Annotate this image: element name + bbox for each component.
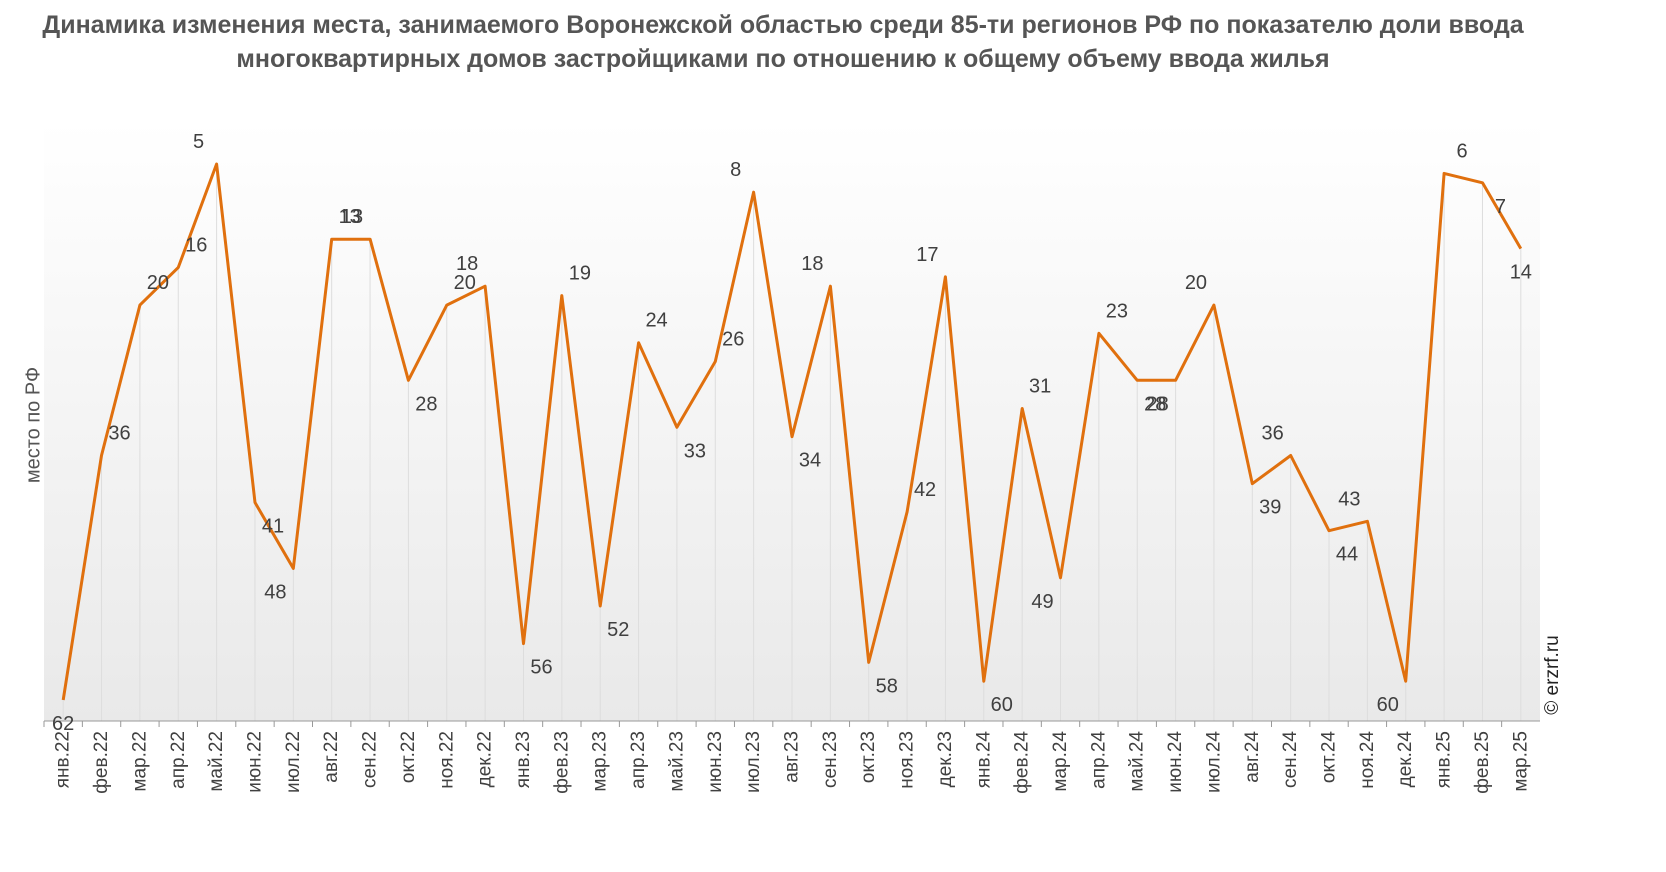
y-axis-label: место по РФ xyxy=(22,366,45,484)
x-tick-label: сен.23 xyxy=(820,731,841,788)
data-labels: 6236201654148131328201856195224332683418… xyxy=(52,131,1532,735)
x-tick-label: сен.24 xyxy=(1280,731,1301,788)
x-tick-label: мар.22 xyxy=(129,731,150,792)
x-tick-label: май.23 xyxy=(666,731,687,792)
data-label: 62 xyxy=(52,713,74,735)
data-label: 41 xyxy=(262,516,284,538)
data-label: 52 xyxy=(607,619,629,641)
x-tick-label: сен.22 xyxy=(360,731,381,788)
data-label: 42 xyxy=(914,479,936,501)
data-label: 7 xyxy=(1495,196,1506,218)
x-tick-label: июл.24 xyxy=(1203,731,1224,793)
data-label: 13 xyxy=(341,206,363,228)
x-tick-label: май.22 xyxy=(206,731,227,792)
data-label: 6 xyxy=(1457,140,1468,162)
x-tick-label: фев.23 xyxy=(551,731,572,794)
data-label: 60 xyxy=(991,694,1013,716)
x-tick-label: фев.25 xyxy=(1472,731,1493,794)
data-label: 8 xyxy=(730,159,741,181)
x-tick-label: июл.23 xyxy=(743,731,764,793)
x-tick-label: июл.22 xyxy=(283,731,304,793)
data-label: 58 xyxy=(876,675,898,697)
x-tick-label: апр.23 xyxy=(628,731,649,789)
data-label: 28 xyxy=(1144,393,1166,415)
x-tick-label: дек.24 xyxy=(1395,731,1416,788)
data-label: 13 xyxy=(339,206,361,228)
data-label: 5 xyxy=(193,131,204,153)
x-tick-label: ноя.24 xyxy=(1357,731,1378,789)
data-label: 20 xyxy=(454,272,476,294)
x-tick-label: июн.24 xyxy=(1165,731,1186,793)
x-tick-label: окт.22 xyxy=(398,731,419,783)
data-label: 43 xyxy=(1338,488,1360,510)
x-tick-label: дек.22 xyxy=(475,731,496,787)
credit-label: © erzrf.ru xyxy=(1542,635,1563,715)
x-tick-label: июн.23 xyxy=(705,731,726,793)
grid xyxy=(62,164,1522,721)
x-tick-label: фев.24 xyxy=(1012,731,1033,794)
data-label: 19 xyxy=(569,263,591,285)
data-label: 36 xyxy=(1262,423,1284,445)
data-label: 31 xyxy=(1029,375,1051,397)
data-label: 60 xyxy=(1377,694,1399,716)
x-tick-label: ноя.23 xyxy=(897,731,918,789)
data-label: 16 xyxy=(185,234,207,256)
x-tick-label: фев.22 xyxy=(91,731,112,794)
x-tick-label: авг.24 xyxy=(1242,731,1263,783)
data-label: 44 xyxy=(1336,544,1358,566)
data-label: 48 xyxy=(264,581,286,603)
data-label: 39 xyxy=(1259,497,1281,519)
x-tick-label: авг.23 xyxy=(782,731,803,783)
data-label: 36 xyxy=(108,423,130,445)
data-label: 14 xyxy=(1510,262,1532,284)
data-label: 17 xyxy=(916,244,938,266)
x-tick-label: янв.23 xyxy=(513,731,534,788)
x-tick-label: ноя.22 xyxy=(436,731,457,789)
x-tick-label: май.24 xyxy=(1127,731,1148,792)
x-tick-label: июн.22 xyxy=(244,731,265,793)
x-tick-label: дек.23 xyxy=(935,731,956,787)
data-label: 49 xyxy=(1031,591,1053,613)
data-label: 26 xyxy=(722,328,744,350)
data-label: 23 xyxy=(1106,300,1128,322)
x-axis-ticks: янв.22 фев.22 мар.22 апр.22 май.22 июн.22 июл.… xyxy=(43,721,1531,794)
x-tick-label: янв.25 xyxy=(1434,731,1455,788)
x-tick-label: мар.25 xyxy=(1510,731,1531,792)
data-label: 34 xyxy=(799,450,821,472)
series-line xyxy=(61,162,1523,701)
x-tick-label: окт.23 xyxy=(858,731,879,783)
x-tick-label: янв.22 xyxy=(53,731,74,788)
data-label: 28 xyxy=(1146,393,1168,415)
x-tick-label: янв.24 xyxy=(973,731,994,789)
data-label: 33 xyxy=(684,440,706,462)
data-label: 28 xyxy=(415,393,437,415)
x-tick-label: мар.23 xyxy=(590,731,611,792)
data-label: 56 xyxy=(530,657,552,679)
data-label: 18 xyxy=(801,253,823,275)
x-tick-label: авг.22 xyxy=(321,731,342,783)
data-label: 24 xyxy=(645,310,667,332)
x-tick-label: мар.24 xyxy=(1050,731,1071,792)
x-tick-label: апр.24 xyxy=(1088,731,1109,789)
data-label: 18 xyxy=(456,253,478,275)
x-tick-label: окт.24 xyxy=(1319,731,1340,784)
data-label: 20 xyxy=(1185,272,1207,294)
data-label: 20 xyxy=(147,272,169,294)
chart-title: Динамика изменения места, занимаемого Во… xyxy=(42,11,1524,73)
x-tick-label: апр.22 xyxy=(168,731,189,789)
